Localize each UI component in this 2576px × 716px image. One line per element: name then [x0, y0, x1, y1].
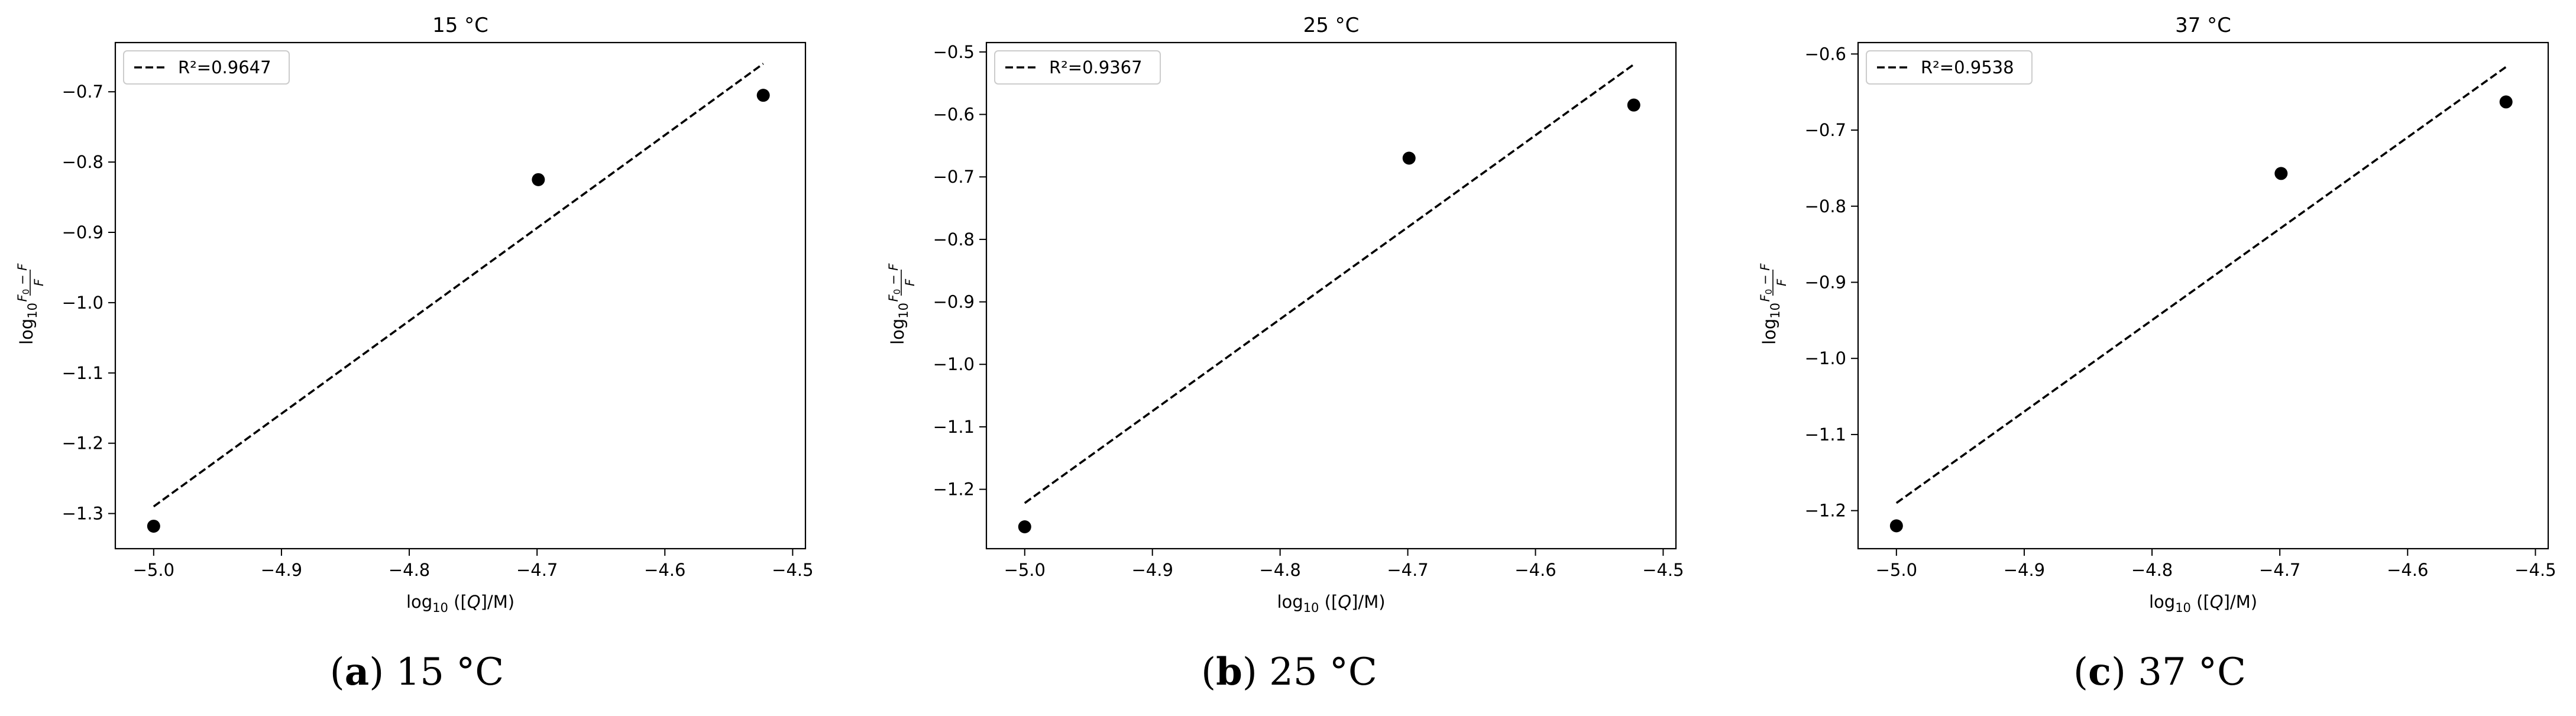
svg-text:F: F — [903, 278, 917, 286]
x-tick-label: −4.6 — [1514, 560, 1556, 580]
y-tick-label: −1.3 — [62, 504, 103, 524]
svg-text:F0 − F: F0 − F — [1758, 263, 1774, 302]
y-tick-label: −0.7 — [1805, 120, 1846, 140]
plot-frame — [1857, 41, 2549, 550]
y-tick-label: −0.8 — [1805, 196, 1846, 216]
data-point — [1402, 151, 1416, 165]
y-tick-label: −0.6 — [933, 105, 975, 125]
fit-line — [153, 63, 764, 508]
x-tick-label: −4.7 — [516, 560, 558, 580]
y-tick-label: −0.9 — [1805, 272, 1846, 292]
y-tick-label: −0.5 — [933, 42, 975, 62]
legend-box — [123, 50, 290, 85]
y-tick-label: −0.9 — [933, 292, 975, 312]
x-tick-label: −4.8 — [389, 560, 430, 580]
plot-frame — [985, 41, 1677, 550]
x-tick-label: −4.9 — [2004, 560, 2045, 580]
legend-label: R²=0.9538 — [1921, 57, 2014, 77]
x-tick-label: −4.6 — [2387, 560, 2428, 580]
chart-panel-1: 15 °C −5.0 −4.9 −4.8 −4.7 −4.6 −4.5 −1.3 −1.2 −1.… — [15, 14, 814, 694]
x-tick-label: −5.0 — [1004, 560, 1046, 580]
data-point — [1889, 519, 1903, 533]
chart-panel-3: 37 °C −5.0 −4.9 −4.8 −4.7 −4.6 −4.5 −1.2 −1.1 −1.… — [1758, 14, 2556, 694]
y-tick-label: −0.6 — [1805, 44, 1846, 64]
svg-text:log10: log10 — [17, 303, 40, 345]
chart-title: 37 °C — [2175, 14, 2231, 37]
x-tick-label: −5.0 — [133, 560, 174, 580]
y-tick-label: −1.2 — [933, 480, 975, 500]
x-tick-label: −5.0 — [1876, 560, 1917, 580]
svg-text:F0 − F: F0 − F — [886, 263, 902, 302]
legend-label: R²=0.9647 — [178, 57, 271, 77]
y-tick-label: −0.8 — [933, 229, 975, 250]
y-tick-label: −1.0 — [933, 354, 975, 374]
svg-text:F: F — [32, 278, 46, 286]
x-tick-label: −4.9 — [1131, 560, 1173, 580]
chart-title: 25 °C — [1303, 14, 1360, 37]
svg-text:log10: log10 — [888, 303, 911, 345]
y-tick-label: −1.1 — [62, 363, 103, 383]
svg-text:F: F — [1775, 278, 1789, 286]
x-tick-label: −4.8 — [1259, 560, 1300, 580]
x-tick-label: −4.7 — [2259, 560, 2300, 580]
x-tick-label: −4.6 — [644, 560, 685, 580]
x-tick-label: −4.5 — [772, 560, 813, 580]
panel-caption: (c) 37 °C — [2073, 650, 2246, 694]
y-tick-label: −1.1 — [933, 417, 975, 437]
y-tick-label: −0.8 — [62, 152, 103, 172]
panel-caption: (a) 15 °C — [330, 650, 504, 694]
x-tick-label: −4.5 — [1642, 560, 1684, 580]
x-axis-label: log10 ([Q]/M) — [406, 592, 514, 615]
fit-line — [1024, 63, 1635, 504]
y-tick-label: −0.7 — [933, 167, 975, 187]
x-tick-label: −4.7 — [1387, 560, 1428, 580]
data-point — [532, 173, 545, 186]
svg-text:log10: log10 — [1759, 303, 1782, 345]
y-tick-label: −0.9 — [62, 222, 103, 242]
legend: R²=0.9647 — [123, 50, 290, 85]
legend-label: R²=0.9367 — [1049, 57, 1143, 77]
data-point — [1627, 98, 1640, 112]
x-tick-label: −4.9 — [261, 560, 302, 580]
x-axis-label: log10 ([Q]/M) — [2149, 592, 2257, 615]
x-tick-label: −4.5 — [2514, 560, 2556, 580]
legend-box — [994, 50, 1161, 85]
y-tick-label: −1.2 — [1805, 501, 1846, 521]
y-tick-label: −1.0 — [1805, 348, 1846, 368]
data-point — [756, 89, 770, 102]
fit-line — [1895, 66, 2507, 504]
data-point — [2274, 167, 2288, 180]
x-tick-label: −4.8 — [2131, 560, 2173, 580]
y-tick-label: −1.0 — [62, 293, 103, 313]
legend: R²=0.9538 — [1866, 50, 2033, 85]
plot-frame — [114, 41, 807, 550]
y-tick-label: −0.7 — [62, 82, 103, 102]
chart-panel-2: 25 °C −5.0 −4.9 −4.8 −4.7 −4.6 −4.5 −1.2 −1.1 −1.… — [886, 14, 1684, 694]
svg-text:F0 − F: F0 − F — [15, 263, 31, 302]
data-point — [2499, 95, 2513, 109]
data-point — [147, 519, 160, 533]
legend-box — [1866, 50, 2033, 85]
legend: R²=0.9367 — [994, 50, 1161, 85]
chart-title: 15 °C — [432, 14, 488, 37]
x-axis-label: log10 ([Q]/M) — [1277, 592, 1385, 615]
panel-caption: (b) 25 °C — [1201, 650, 1377, 694]
y-tick-label: −1.1 — [1805, 425, 1846, 445]
y-tick-label: −1.2 — [62, 433, 103, 453]
data-point — [1018, 520, 1031, 534]
